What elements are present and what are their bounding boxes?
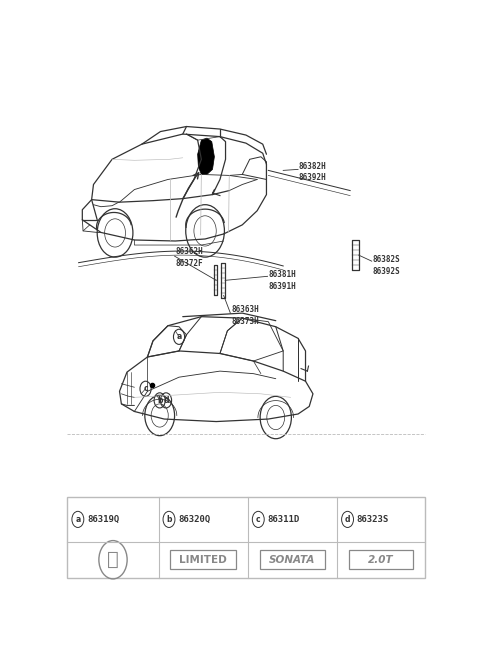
Text: 86320Q: 86320Q xyxy=(178,515,211,524)
Text: 86323S: 86323S xyxy=(357,515,389,524)
Bar xyxy=(67,497,424,578)
Text: d: d xyxy=(345,515,350,524)
Text: ℌ: ℌ xyxy=(107,551,119,569)
Text: 86319Q: 86319Q xyxy=(87,515,120,524)
Text: 86362H
86372F: 86362H 86372F xyxy=(175,247,203,268)
Text: 86363H
86373H: 86363H 86373H xyxy=(231,305,259,326)
Text: d: d xyxy=(163,396,169,405)
Text: LIMITED: LIMITED xyxy=(180,555,227,565)
Polygon shape xyxy=(198,138,215,174)
Text: 86311D: 86311D xyxy=(267,515,300,524)
Text: c: c xyxy=(256,515,261,524)
Text: 2.0T: 2.0T xyxy=(368,555,394,565)
Text: b: b xyxy=(166,515,172,524)
Text: a: a xyxy=(75,515,81,524)
Text: 86381H
86391H: 86381H 86391H xyxy=(268,270,296,291)
Text: 86382H
86392H: 86382H 86392H xyxy=(298,162,326,182)
Text: 86382S
86392S: 86382S 86392S xyxy=(372,255,400,276)
Text: c: c xyxy=(143,384,148,393)
Text: SONATA: SONATA xyxy=(269,555,316,565)
Text: a: a xyxy=(177,332,181,341)
Text: b: b xyxy=(157,396,162,405)
